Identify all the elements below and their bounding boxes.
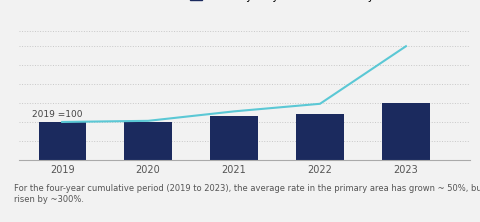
Text: For the four-year cumulative period (2019 to 2023), the average rate in the prim: For the four-year cumulative period (201…	[14, 184, 480, 204]
Bar	[124, 122, 172, 160]
Bar	[382, 103, 430, 160]
Bar	[210, 116, 258, 160]
Bar	[296, 114, 344, 160]
Text: 2019 =100: 2019 =100	[32, 110, 83, 119]
Bar	[38, 122, 86, 160]
Legend: "Primary" Layers, "Cat" Layers: "Primary" Layers, "Cat" Layers	[185, 0, 395, 6]
